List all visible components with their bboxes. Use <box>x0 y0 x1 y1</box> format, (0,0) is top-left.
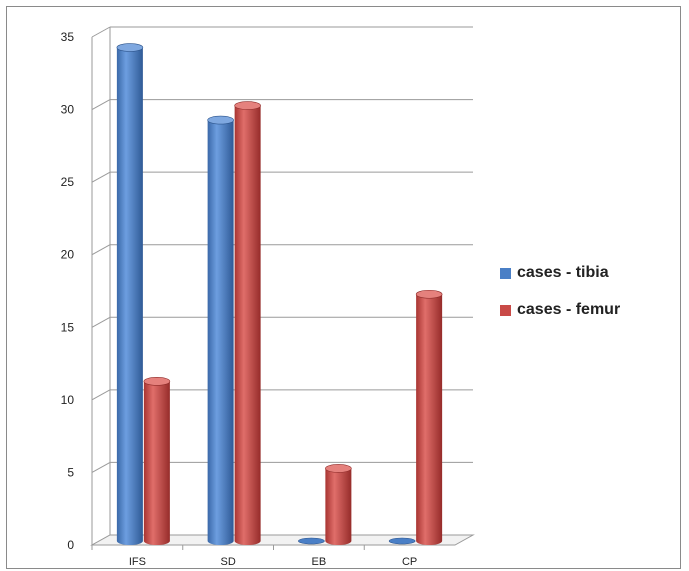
gridline-side-5 <box>91 461 111 473</box>
bar-cases-tibia-cp <box>388 537 416 545</box>
x-tick-label-IFS: IFS <box>129 556 146 568</box>
gridline-side-10 <box>91 389 111 401</box>
y-tick-label-30: 30 <box>61 103 75 117</box>
legend-item-tibia: cases - tibia <box>500 262 620 284</box>
bar-top-cases-tibia-sd <box>207 115 234 125</box>
x-tick-label-EB: EB <box>312 556 327 568</box>
axes <box>90 27 475 550</box>
gridline-side-20 <box>91 244 111 256</box>
bar-cases-tibia-ifs <box>116 47 143 546</box>
tick-labels: 0 5 10 15 20 25 30 35 IFS SD EB CP <box>61 30 418 568</box>
y-tick-label-20: 20 <box>61 248 75 262</box>
legend-label-tibia: cases - tibia <box>517 264 609 281</box>
y-tick-label-5: 5 <box>67 465 74 479</box>
bar-top-cases-femur-cp <box>415 289 443 299</box>
x-tick-label-CP: CP <box>402 556 417 568</box>
gridline-side-25 <box>91 171 111 183</box>
x-tick-label-SD: SD <box>220 556 235 568</box>
y-tick-label-25: 25 <box>61 175 75 189</box>
legend-label-femur: cases - femur <box>517 301 621 318</box>
y-tick-label-15: 15 <box>61 320 75 334</box>
bar-cases-tibia-eb <box>298 537 325 545</box>
bar-cases-femur-eb <box>325 468 352 545</box>
legend-item-femur: cases - femur <box>500 299 620 321</box>
gridline-side-15 <box>91 316 111 328</box>
bar-cases-tibia-sd <box>207 120 234 545</box>
gridline-side-30 <box>91 99 111 111</box>
gridline-side-35 <box>91 26 111 38</box>
bar-top-cases-femur-ifs <box>143 377 171 386</box>
bars <box>116 43 443 546</box>
y-tick-label-0: 0 <box>67 538 74 552</box>
y-tick-label-10: 10 <box>61 393 75 407</box>
legend-swatch-tibia <box>500 267 511 279</box>
legend-swatch-femur <box>500 304 511 316</box>
bar-cases-femur-sd <box>234 105 261 546</box>
bar-top-cases-femur-sd <box>234 101 261 110</box>
legend: cases - tibia cases - femur <box>500 262 620 336</box>
bar-top-cases-tibia-ifs <box>116 43 144 52</box>
chart-floor <box>90 534 475 546</box>
bar-top-cases-femur-eb <box>325 464 352 473</box>
y-tick-label-35: 35 <box>61 30 75 44</box>
bar-cases-femur-ifs <box>143 381 170 545</box>
bar-cases-femur-cp <box>416 294 443 545</box>
